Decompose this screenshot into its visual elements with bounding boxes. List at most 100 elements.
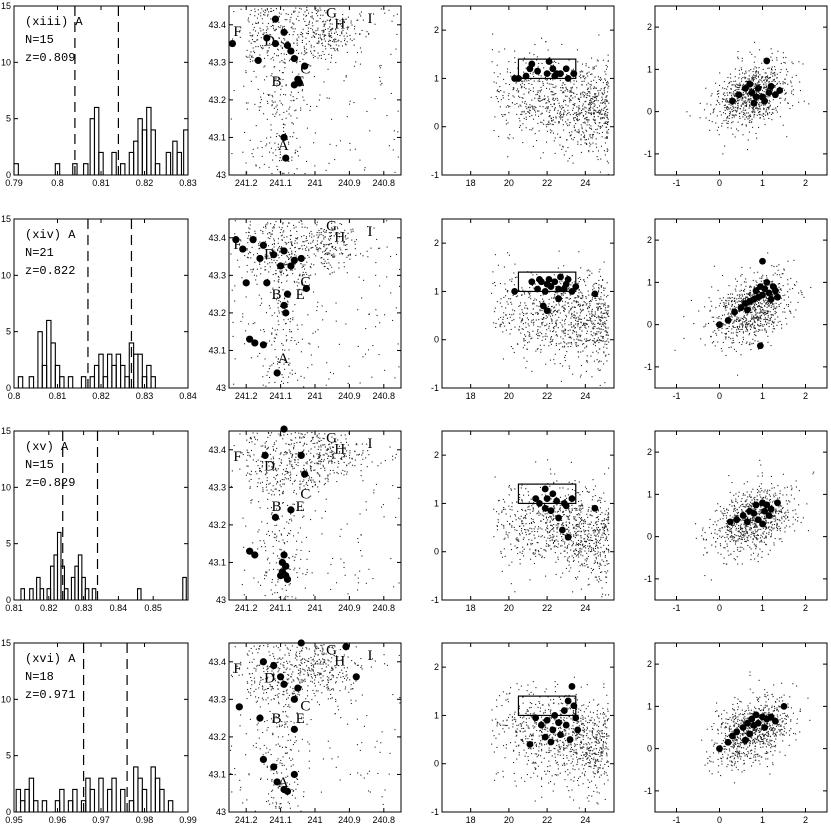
cmd-xiv-bg-point: [520, 302, 522, 304]
cc-xiv-bg-point: [728, 315, 730, 317]
cc-xiv-bg-point: [724, 333, 726, 335]
sky-xiv-bg-point: [367, 256, 369, 258]
sky-xiv-bg-point: [292, 273, 294, 275]
sky-xiv-bg-point: [286, 255, 288, 257]
cmd-xiv-bg-point: [580, 351, 582, 353]
cc-xiv-bg-point: [783, 299, 785, 301]
cmd-xiv-bg-point: [598, 331, 600, 333]
sky-xiii-bg-point: [305, 43, 307, 45]
cmd-xiv-bg-point: [552, 315, 554, 317]
sky-xiii-bg-point: [312, 35, 314, 37]
cc-xiv-bg-point: [744, 288, 746, 290]
sky-xiv-bg-point: [311, 236, 313, 238]
sky-xiii-bg-point: [336, 48, 338, 50]
cmd-xiv-bg-point: [601, 317, 603, 319]
cc-xiii-bg-point: [689, 115, 691, 117]
sky-xiii-bg-point: [368, 32, 370, 34]
cc-xiii-bg-point: [778, 81, 780, 83]
cc-xiii-bg-point: [771, 66, 773, 68]
sky-xiv-bg-point: [285, 264, 287, 266]
cmd-xiv-ytick-label-0: -1: [431, 383, 439, 393]
cmd-xiv-bg-point: [514, 277, 516, 279]
sky-xiii-bg-point: [266, 118, 268, 120]
cc-xiv-bg-point: [766, 310, 768, 312]
cc-xiii-bg-point: [699, 102, 701, 104]
sky-xiv-bg-point: [265, 269, 267, 271]
cmd-xiv-bg-point: [556, 335, 558, 337]
sky-xiii-bg-point: [330, 35, 332, 37]
cmd-xiv-bg-point: [509, 322, 511, 324]
cmd-xiv-bg-point: [505, 314, 507, 316]
cmd-xiii-bg-point: [538, 115, 540, 117]
cmd-xiv-bg-point: [580, 267, 582, 269]
cmd-xiv-bg-point: [602, 317, 604, 319]
cc-xiv-bg-point: [739, 323, 741, 325]
cmd-xiii-bg-point: [576, 106, 578, 108]
sky-xiv-bg-point: [300, 220, 302, 222]
hist-bin-xiv-16: [115, 353, 122, 388]
sky-xiii-bg-point: [329, 29, 331, 31]
sky-xiv-bg-point: [284, 241, 286, 243]
cmd-xiv-bg-point: [554, 310, 556, 312]
cc-xiv-bg-point: [736, 280, 738, 282]
cc-xiii-bg-point: [808, 103, 810, 105]
cmd-xiii-bg-point: [552, 99, 554, 101]
cmd-xiii-bg-point: [503, 91, 505, 93]
cmd-xiv-bg-point: [560, 336, 562, 338]
sky-xiv-bg-point: [354, 248, 356, 250]
cmd-xiii-bg-point: [545, 41, 547, 43]
cc-xiii-bg-point: [782, 124, 784, 126]
sky-xiii-bg-point: [259, 167, 261, 169]
cc-xiv-bg-point: [704, 344, 706, 346]
cmd-xiii-bg-point: [498, 91, 500, 93]
cc-xiii-bg-point: [712, 109, 714, 111]
cc-xiii-bg-point: [776, 111, 778, 113]
cmd-xiii-bg-point: [604, 137, 606, 139]
cc-xiii-bg-point: [758, 67, 760, 69]
cmd-xiii-bg-point: [529, 104, 531, 106]
sky-xiii-bg-point: [266, 50, 268, 52]
sky-xiii-bg-point: [277, 55, 279, 57]
hist-xiv-ytick-label-2: 10: [1, 270, 11, 280]
sky-xiii-bg-point: [247, 17, 249, 19]
sky-xiii-bg-point: [319, 36, 321, 38]
cmd-xiii-bg-point: [592, 98, 594, 100]
cc-xiii-bg-point: [729, 98, 731, 100]
sky-xiii-bg-point: [246, 172, 248, 174]
cmd-xiv-bg-point: [583, 343, 585, 345]
cmd-xiii-bg-point: [518, 90, 520, 92]
cmd-xiii-bg-point: [529, 112, 531, 114]
cc-xiii-bg-point: [711, 93, 713, 95]
cmd-xiv-bg-point: [589, 274, 591, 276]
sky-xiv-bg-point: [282, 376, 284, 378]
sky-xiv-bg-point: [338, 236, 340, 238]
cmd-xiii-bg-point: [491, 61, 493, 63]
cmd-xiv-bg-point: [589, 303, 591, 305]
cmd-xiii-bg-point: [601, 100, 603, 102]
cmd-xiv-bg-point: [561, 319, 563, 321]
cc-xiii-bg-point: [764, 124, 766, 126]
cmd-xiii-bg-point: [533, 105, 535, 107]
cc-xiii-bg-point: [717, 90, 719, 92]
cc-xiii-bg-point: [762, 90, 764, 92]
cmd-xiii-bg-point: [573, 126, 575, 128]
cc-xiv-bg-point: [792, 288, 794, 290]
cmd-xiii-bg-point: [589, 83, 591, 85]
cmd-xiv-bg-point: [595, 333, 597, 335]
cmd-xiii-bg-point: [599, 109, 601, 111]
cmd-member-xiii-1: [515, 75, 522, 82]
cmd-xiii-bg-point: [580, 144, 582, 146]
sky-xiv-bg-point: [277, 238, 279, 240]
sky-xiii-bg-point: [331, 54, 333, 56]
sky-xiii-bg-point: [308, 12, 310, 14]
cmd-xiv-bg-point: [509, 333, 511, 335]
cmd-xiii-bg-point: [570, 91, 572, 93]
hist-xiv-xtick-label-0: 0.8: [8, 391, 21, 401]
cmd-xiv-bg-point: [564, 345, 566, 347]
sky-xiv-xtick-label-3: 240.9: [338, 391, 361, 401]
sky-xiv-bg-point: [307, 314, 309, 316]
sky-xiv-bg-point: [328, 252, 330, 254]
cmd-xiv-bg-point: [606, 319, 608, 321]
cmd-xiv-bg-point: [515, 296, 517, 298]
sky-xiii-bg-point: [349, 38, 351, 40]
